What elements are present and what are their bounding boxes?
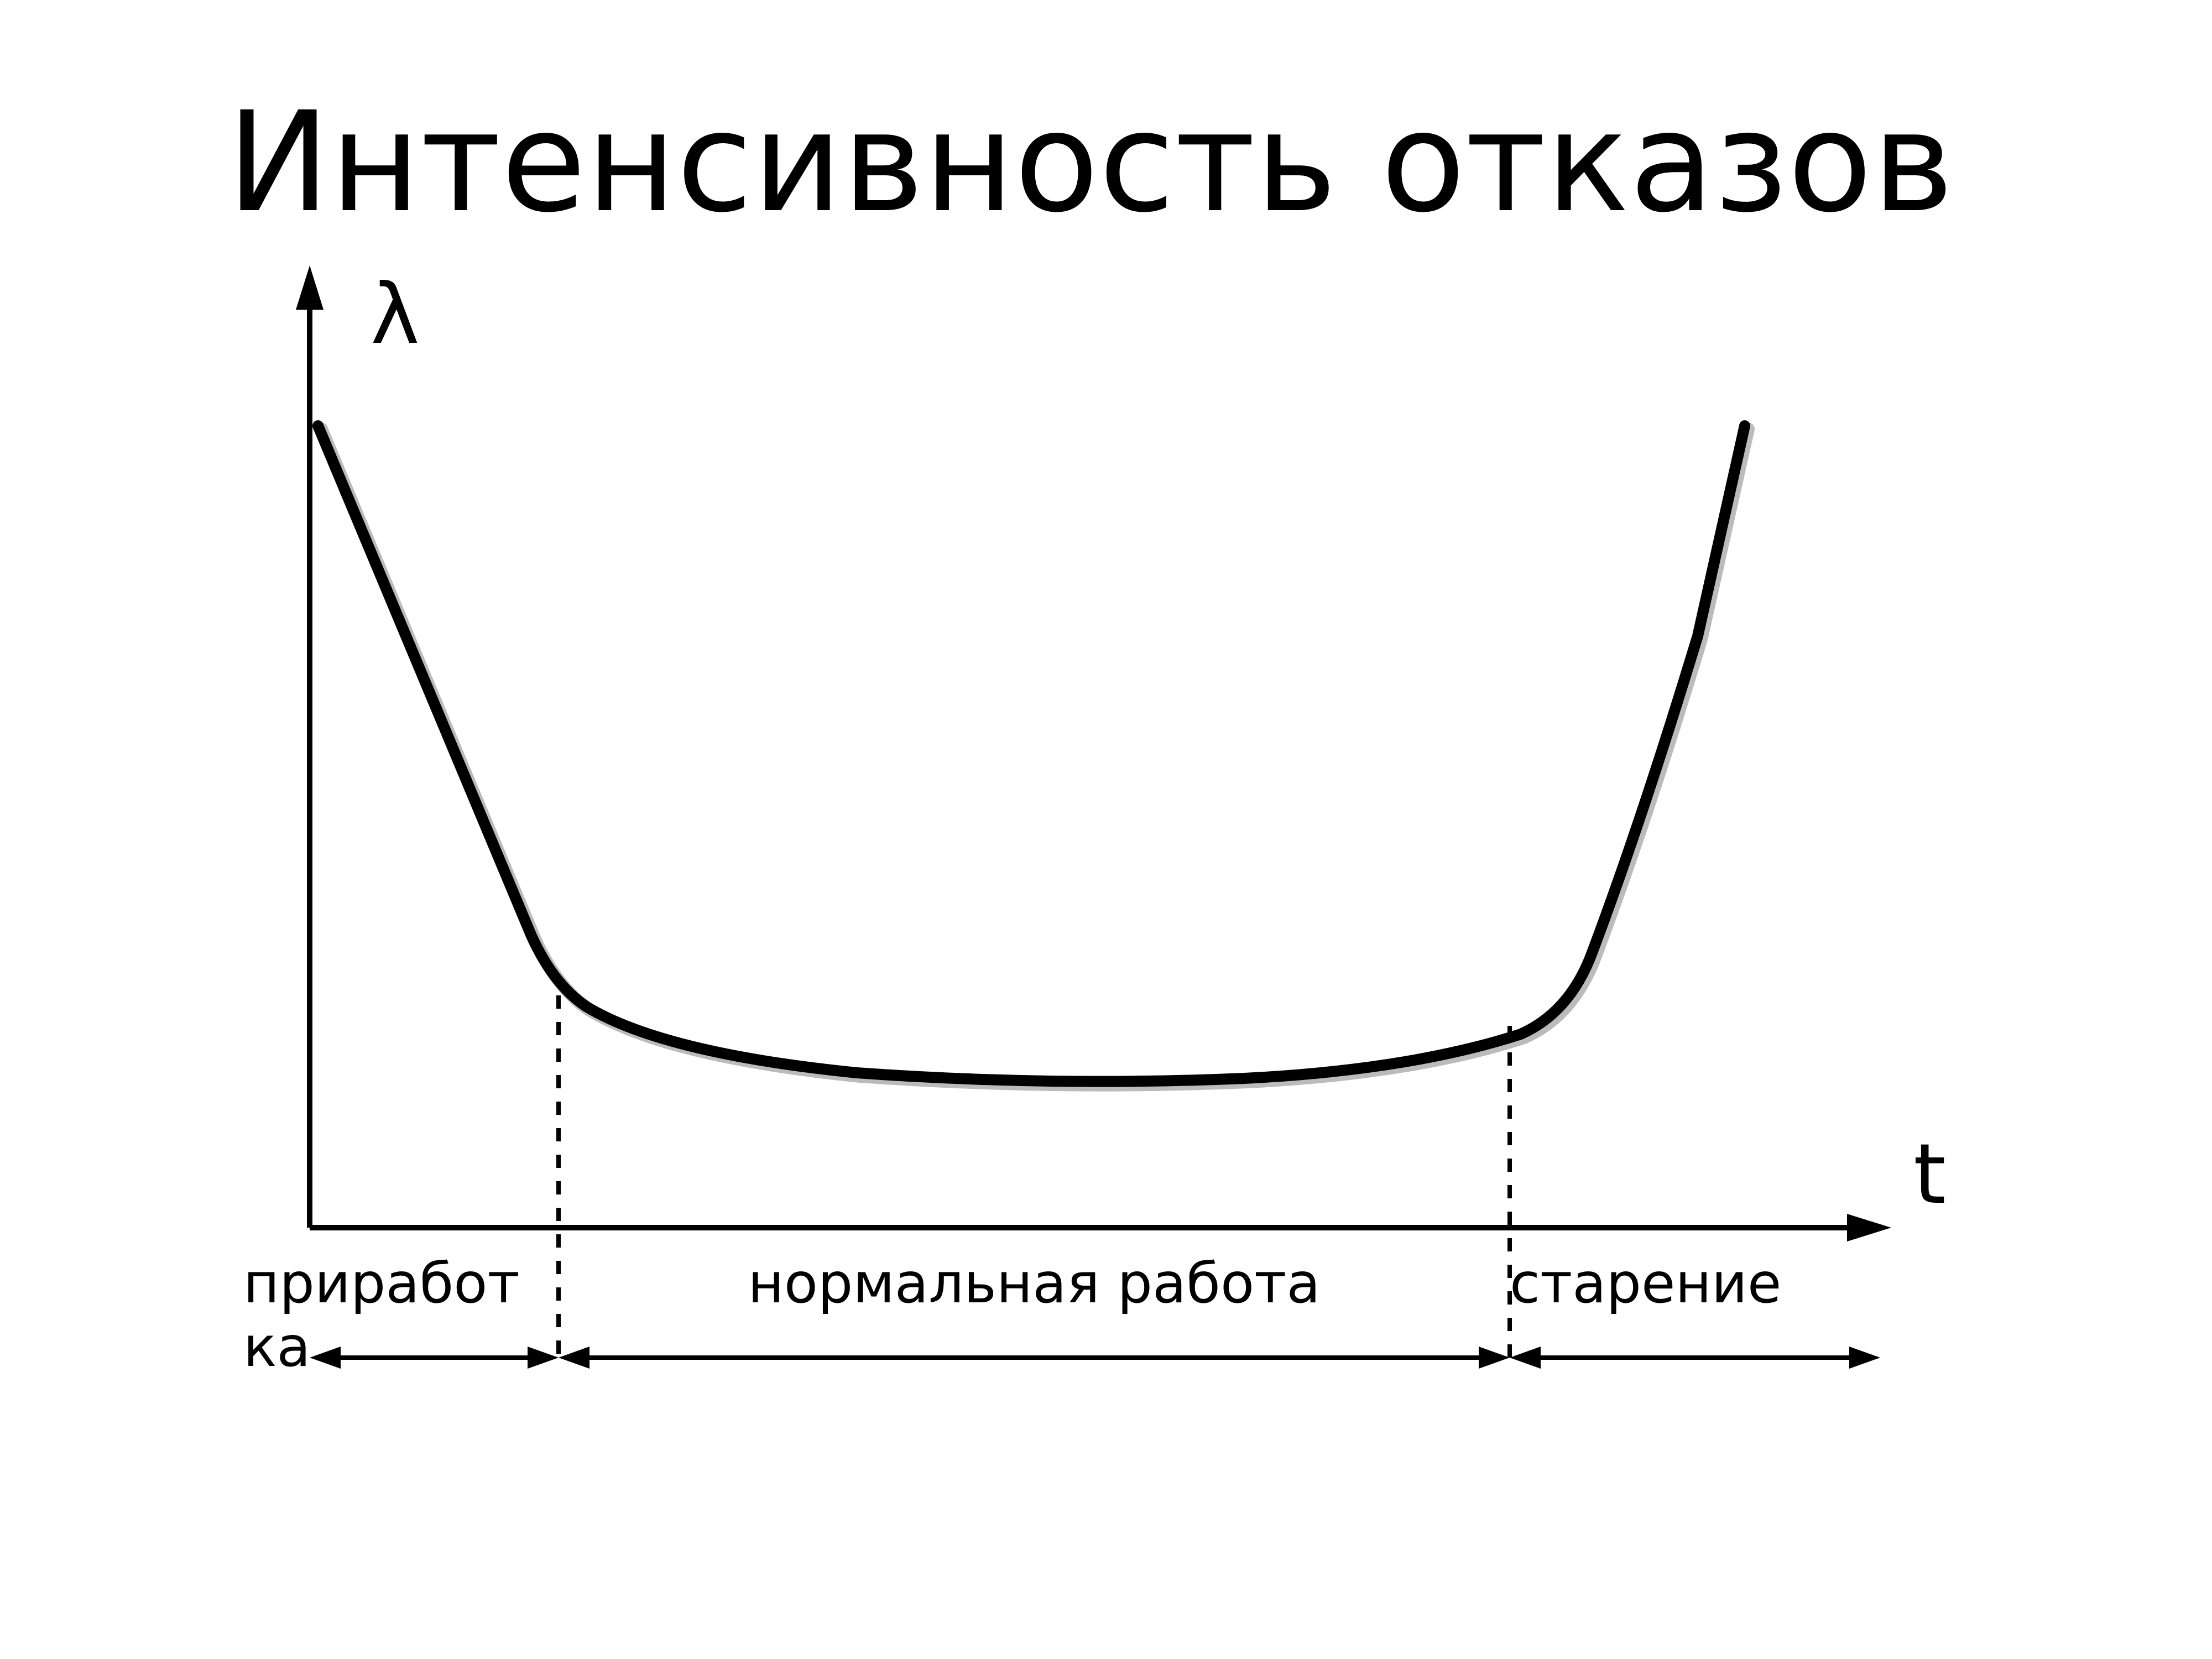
region-label-aging: старение	[1510, 1251, 1781, 1316]
region-label-burnin-l1: приработ	[243, 1251, 520, 1316]
bathtub-curve-shadow	[321, 429, 1748, 1085]
y-axis-arrowhead	[296, 265, 324, 310]
region-label-burnin-l2: ка	[243, 1314, 311, 1379]
interval-arrow-burnin-left	[310, 1347, 341, 1369]
x-axis-arrowhead	[1847, 1214, 1891, 1241]
chart-title: Интенсивность отказов	[227, 82, 1954, 243]
interval-arrow-aging-right	[1849, 1347, 1880, 1369]
interval-arrow-normal-right	[1479, 1347, 1510, 1369]
page: Интенсивность отказов λ t приработ ка но…	[0, 0, 2212, 1659]
y-axis-label: λ	[371, 267, 420, 363]
interval-arrow-burnin-right	[528, 1347, 559, 1369]
chart-svg: Интенсивность отказов λ t приработ ка но…	[0, 0, 2212, 1659]
interval-arrow-normal-left	[559, 1347, 589, 1369]
x-axis-label: t	[1913, 1126, 1946, 1223]
bathtub-curve	[318, 426, 1745, 1082]
interval-arrow-aging-left	[1510, 1347, 1541, 1369]
region-label-normal: нормальная работа	[748, 1251, 1320, 1316]
